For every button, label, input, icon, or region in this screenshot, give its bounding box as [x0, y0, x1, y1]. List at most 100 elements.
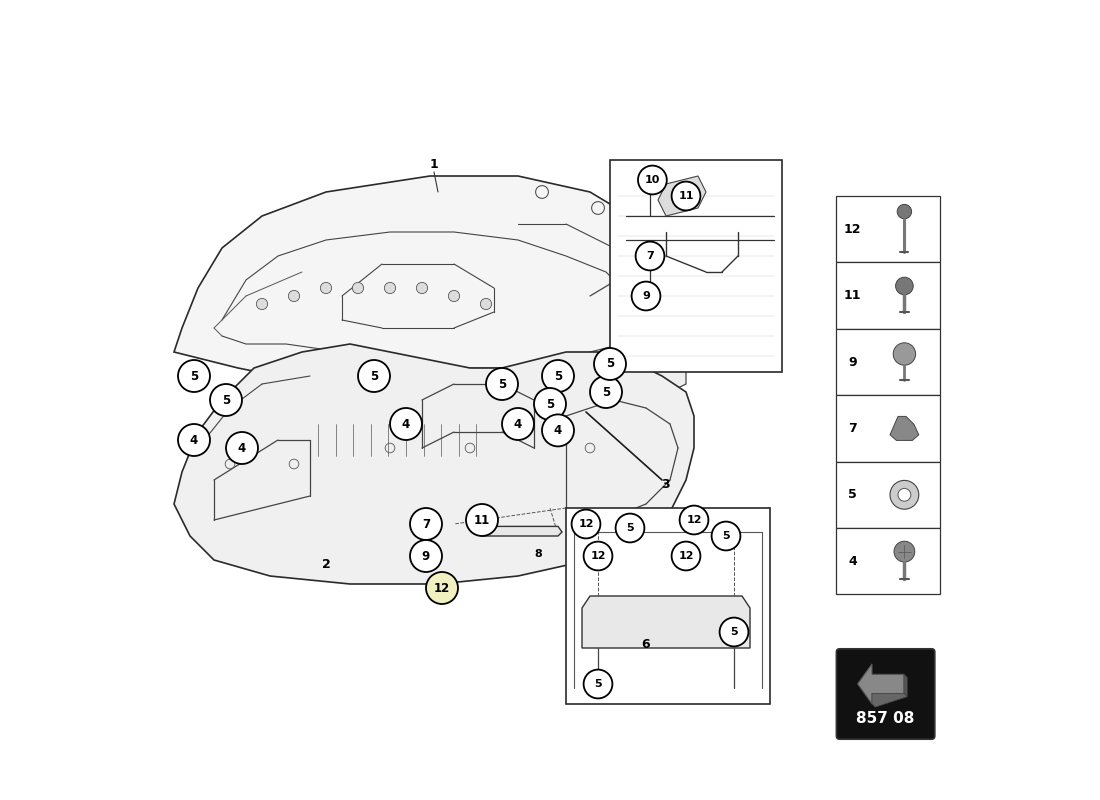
- Text: 5: 5: [730, 627, 738, 637]
- Text: 10: 10: [645, 175, 660, 185]
- Text: 4: 4: [238, 442, 246, 454]
- Text: 5: 5: [222, 394, 230, 406]
- Circle shape: [466, 504, 498, 536]
- Text: 11: 11: [679, 191, 694, 201]
- Circle shape: [410, 540, 442, 572]
- Text: 5: 5: [626, 523, 634, 533]
- Text: a passion for parts since 1985: a passion for parts since 1985: [254, 519, 526, 537]
- Text: 12: 12: [579, 519, 594, 529]
- Circle shape: [449, 290, 460, 302]
- Circle shape: [616, 514, 645, 542]
- Circle shape: [210, 384, 242, 416]
- Text: 5: 5: [370, 370, 378, 382]
- Text: 4: 4: [190, 434, 198, 446]
- Circle shape: [672, 182, 701, 210]
- Polygon shape: [582, 596, 750, 648]
- FancyBboxPatch shape: [836, 196, 940, 262]
- Circle shape: [636, 242, 664, 270]
- Circle shape: [719, 618, 748, 646]
- Text: 5: 5: [546, 398, 554, 410]
- FancyBboxPatch shape: [836, 528, 940, 594]
- Polygon shape: [890, 416, 918, 440]
- Text: 7: 7: [646, 251, 653, 261]
- Polygon shape: [872, 694, 908, 707]
- Circle shape: [898, 488, 911, 501]
- Circle shape: [890, 480, 918, 509]
- Text: 5: 5: [498, 378, 506, 390]
- Text: 12: 12: [844, 222, 861, 236]
- Circle shape: [590, 376, 621, 408]
- Polygon shape: [858, 664, 904, 704]
- FancyBboxPatch shape: [836, 649, 935, 739]
- FancyBboxPatch shape: [610, 160, 782, 372]
- Text: 6: 6: [641, 638, 650, 650]
- Text: 12: 12: [686, 515, 702, 525]
- Circle shape: [672, 542, 701, 570]
- Circle shape: [226, 432, 258, 464]
- Circle shape: [898, 204, 912, 218]
- Circle shape: [390, 408, 422, 440]
- Circle shape: [256, 298, 267, 310]
- Circle shape: [893, 342, 915, 365]
- Text: 9: 9: [848, 355, 857, 369]
- Circle shape: [895, 278, 913, 295]
- Text: 5: 5: [602, 386, 610, 398]
- Circle shape: [584, 542, 613, 570]
- Circle shape: [486, 368, 518, 400]
- Circle shape: [358, 360, 390, 392]
- Circle shape: [631, 282, 660, 310]
- Text: 1: 1: [430, 158, 439, 170]
- Text: 5: 5: [594, 679, 602, 689]
- Circle shape: [178, 424, 210, 456]
- Text: eurospare: eurospare: [183, 414, 597, 482]
- Circle shape: [894, 541, 915, 562]
- Text: 4: 4: [514, 418, 522, 430]
- Circle shape: [352, 282, 364, 294]
- Polygon shape: [174, 344, 694, 584]
- Text: 2: 2: [321, 558, 330, 570]
- Text: 11: 11: [844, 289, 861, 302]
- Circle shape: [680, 506, 708, 534]
- Text: 12: 12: [679, 551, 694, 561]
- Text: 8: 8: [535, 550, 542, 559]
- Circle shape: [638, 166, 667, 194]
- Circle shape: [542, 414, 574, 446]
- Text: 4: 4: [402, 418, 410, 430]
- Text: 7: 7: [848, 422, 857, 435]
- Polygon shape: [904, 674, 907, 697]
- Circle shape: [417, 282, 428, 294]
- Polygon shape: [478, 526, 562, 536]
- Polygon shape: [614, 344, 686, 400]
- Circle shape: [534, 388, 566, 420]
- Circle shape: [320, 282, 331, 294]
- Circle shape: [572, 510, 601, 538]
- Text: 5: 5: [723, 531, 729, 541]
- Text: 5: 5: [190, 370, 198, 382]
- Text: 12: 12: [433, 582, 450, 594]
- Circle shape: [594, 348, 626, 380]
- Text: 7: 7: [422, 518, 430, 530]
- Text: 857 08: 857 08: [857, 711, 915, 726]
- Circle shape: [410, 508, 442, 540]
- Circle shape: [481, 298, 492, 310]
- Text: 4: 4: [848, 554, 857, 568]
- Text: 9: 9: [422, 550, 430, 562]
- Text: 3: 3: [662, 478, 670, 490]
- FancyBboxPatch shape: [836, 462, 940, 528]
- FancyBboxPatch shape: [836, 262, 940, 329]
- Polygon shape: [174, 176, 686, 392]
- Circle shape: [178, 360, 210, 392]
- Polygon shape: [658, 176, 706, 216]
- Circle shape: [288, 290, 299, 302]
- Circle shape: [712, 522, 740, 550]
- Text: 9: 9: [642, 291, 650, 301]
- Text: 12: 12: [591, 551, 606, 561]
- Text: 5: 5: [606, 358, 614, 370]
- Circle shape: [384, 282, 396, 294]
- Text: 4: 4: [554, 424, 562, 437]
- FancyBboxPatch shape: [836, 395, 940, 462]
- Text: 5: 5: [554, 370, 562, 382]
- Circle shape: [542, 360, 574, 392]
- FancyBboxPatch shape: [566, 508, 770, 704]
- Circle shape: [584, 670, 613, 698]
